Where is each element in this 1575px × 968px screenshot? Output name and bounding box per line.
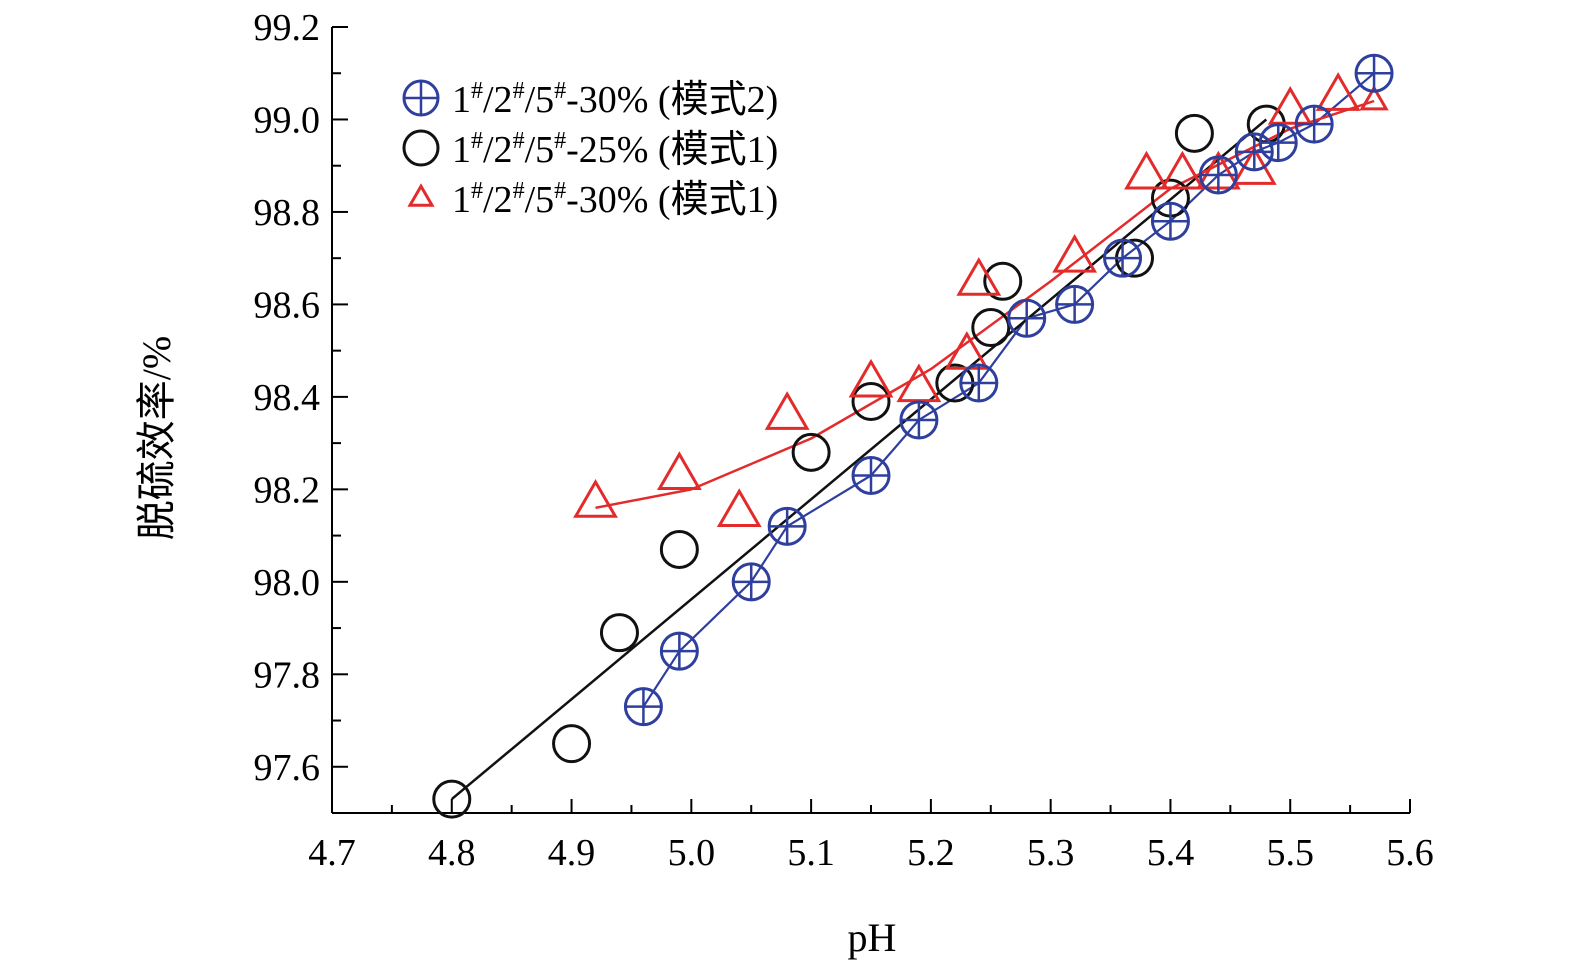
y-tick-label: 97.6 xyxy=(254,747,321,789)
series-1-point xyxy=(1103,238,1143,278)
legend: 1#/2#/5#-30% (模式2) 1#/2#/5#-25% (模式1) 1#… xyxy=(402,78,778,221)
series-2-point xyxy=(552,724,592,764)
axes xyxy=(331,26,1411,814)
x-tick-label: 5.3 xyxy=(1027,832,1075,874)
legend-marker-triangle xyxy=(407,183,435,207)
series-1-point xyxy=(659,631,699,671)
y-tick-label: 98.4 xyxy=(254,377,321,419)
legend-entry-3: 1#/2#/5#-30% (模式1) xyxy=(407,178,778,221)
y-tick-label: 98.8 xyxy=(254,192,321,234)
x-tick-label: 4.9 xyxy=(548,832,596,874)
series-2-point xyxy=(851,382,891,422)
y-tick-label: 99.2 xyxy=(254,7,321,49)
x-tick-label: 5.0 xyxy=(668,832,716,874)
legend-entry-2: 1#/2#/5#-25% (模式1) xyxy=(402,128,778,171)
series-3-point xyxy=(1124,150,1169,190)
legend-marker-2-shape xyxy=(402,129,440,167)
legend-label-2: 1#/2#/5#-25% (模式1) xyxy=(452,128,778,171)
series-2-point xyxy=(791,432,831,472)
fit-lines xyxy=(450,72,1375,801)
series-1-point xyxy=(1234,132,1274,172)
x-tick-label: 5.2 xyxy=(907,832,955,874)
series-2-point xyxy=(983,261,1023,301)
series-2-point xyxy=(971,308,1011,348)
series-1-point xyxy=(1258,123,1298,163)
series-3-point xyxy=(656,451,702,490)
legend-marker-3-shape xyxy=(407,183,435,207)
x-tick-label: 5.6 xyxy=(1386,832,1434,874)
series-2-point xyxy=(432,779,472,819)
series-3-point xyxy=(764,391,810,430)
series-2-point xyxy=(599,613,639,653)
x-tick-label: 5.1 xyxy=(787,832,835,874)
series-3-point xyxy=(1160,150,1205,190)
series-3-point xyxy=(1315,72,1361,111)
legend-label-1: 1#/2#/5#-30% (模式2) xyxy=(452,78,778,121)
series-1-point xyxy=(1055,284,1095,324)
x-tick-label: 5.4 xyxy=(1147,832,1195,874)
series-1-point xyxy=(1354,53,1394,93)
y-tick-label: 98.0 xyxy=(254,562,321,604)
data-points xyxy=(432,53,1394,819)
y-tick-label: 98.2 xyxy=(254,469,321,511)
legend-label-3: 1#/2#/5#-30% (模式1) xyxy=(452,178,778,221)
series-1-point xyxy=(767,506,807,546)
series-1-point xyxy=(731,562,771,602)
x-tick-labels: 4.7 4.8 4.9 5.0 5.1 5.2 5.3 5.4 5.5 5.6 xyxy=(308,832,1434,874)
series-1-point xyxy=(959,363,999,403)
series-3-point xyxy=(1267,86,1313,125)
series-1-point xyxy=(1294,104,1334,144)
y-tick-label: 98.6 xyxy=(254,284,321,326)
legend-marker-circle-plus xyxy=(402,79,440,117)
series-1-point xyxy=(851,455,891,495)
series-3-point xyxy=(573,479,618,518)
series-1-connecting-line xyxy=(642,72,1375,708)
series-1-point xyxy=(623,687,663,727)
series-2-fit-line xyxy=(450,118,1268,801)
series-3-point xyxy=(956,257,1002,296)
series-1-point xyxy=(1007,298,1047,338)
series-2-point xyxy=(659,529,699,569)
x-tick-label: 4.8 xyxy=(428,832,476,874)
x-tick-label: 4.7 xyxy=(308,832,356,874)
y-axis-title: 脱硫效率/% xyxy=(134,336,179,540)
series-1-point xyxy=(1150,201,1190,241)
x-tick-label: 5.5 xyxy=(1266,832,1314,874)
legend-marker-circle xyxy=(402,129,440,167)
x-axis-title: pH xyxy=(848,915,897,960)
series-3-point xyxy=(716,488,762,527)
series-3-point xyxy=(1052,233,1098,273)
series-3-fit-curve xyxy=(595,99,1375,510)
series-3-point xyxy=(944,331,990,370)
series-3-point xyxy=(1359,85,1389,111)
y-tick-label: 97.8 xyxy=(254,654,321,696)
series-1-point xyxy=(1198,155,1238,195)
series-3-point xyxy=(848,358,894,398)
series-1-point xyxy=(899,400,939,440)
y-tick-labels: 97.6 97.8 98.0 98.2 98.4 98.6 98.8 99.0 99.2 xyxy=(254,7,321,789)
series-2-point xyxy=(1174,113,1214,153)
legend-entry-1: 1#/2#/5#-30% (模式2) xyxy=(402,78,778,121)
y-tick-label: 99.0 xyxy=(254,99,321,141)
legend-marker-1-shape xyxy=(402,79,440,117)
